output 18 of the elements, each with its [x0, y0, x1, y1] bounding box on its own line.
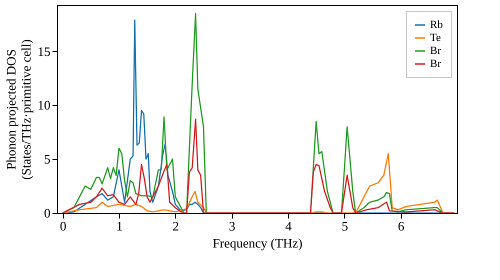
legend-label: Te	[430, 32, 441, 44]
legend-label: Br	[430, 58, 442, 70]
x-tick-label: 5	[342, 218, 348, 234]
y-tick-label: 10	[38, 98, 50, 113]
x-tick-label: 4	[285, 218, 292, 234]
x-tick-label: 2	[172, 218, 180, 234]
x-axis-title: Frequency (THz)	[212, 236, 302, 250]
x-tick-label: 6	[398, 218, 405, 234]
line-series	[62, 118, 455, 213]
x-tick-label: 1	[116, 218, 123, 234]
y-tick-label: 5	[44, 152, 50, 167]
y-tick-label: 0	[44, 206, 50, 220]
y-tick-label: 15	[38, 44, 50, 59]
legend-label: Rb	[430, 19, 444, 31]
x-tick-label: 3	[228, 218, 236, 234]
legend-label: Br	[430, 45, 442, 57]
y-axis-title: Phonon projected DOS (States/THz·primitive cell)	[4, 39, 34, 180]
x-tick-label: 0	[60, 218, 66, 234]
